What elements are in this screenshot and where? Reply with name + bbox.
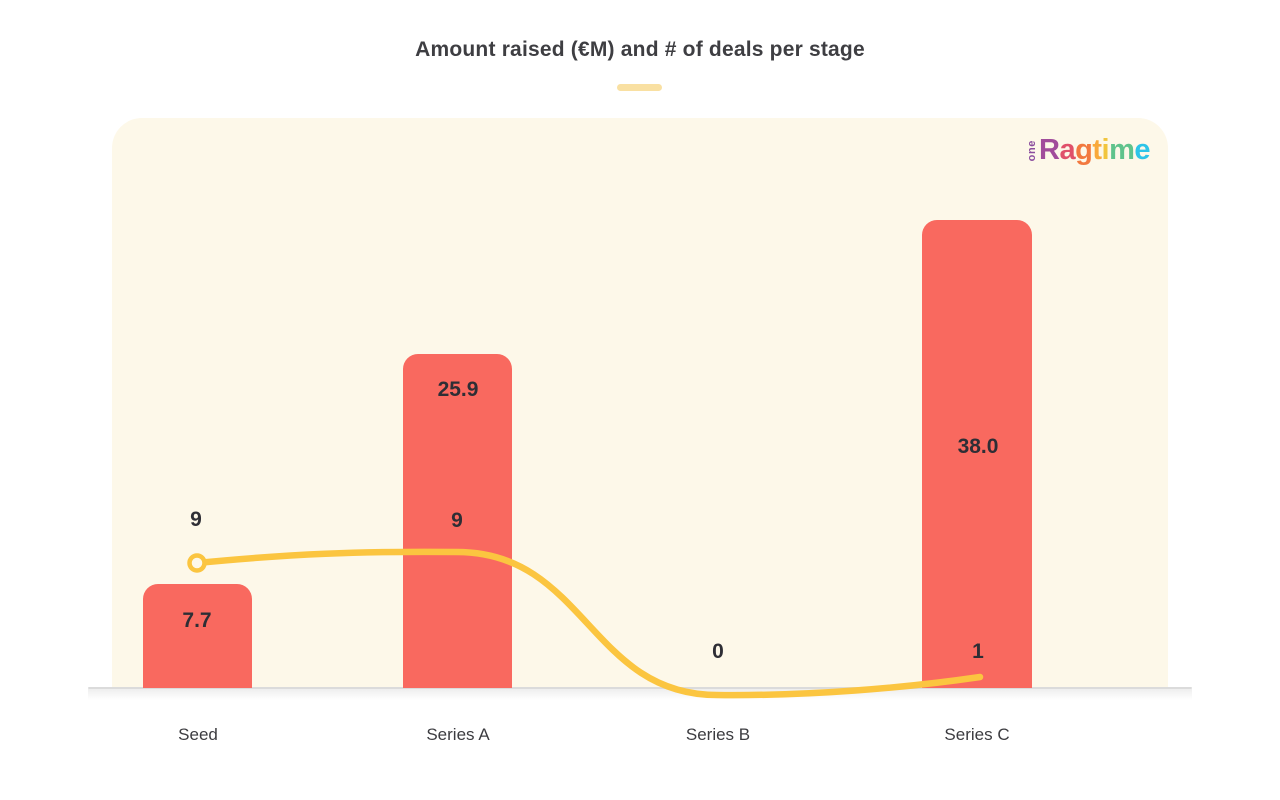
deals-line-marker-seed[interactable] xyxy=(187,553,207,573)
chart-title: Amount raised (€M) and # of deals per st… xyxy=(415,38,865,61)
x-axis-label-series-b: Series B xyxy=(685,725,751,744)
x-axis-label-seed: Seed xyxy=(178,725,218,744)
logo-letter: m xyxy=(1109,134,1135,166)
bar-value-label-series-a: 25.9 xyxy=(437,378,479,401)
bar-value-label-seed: 7.7 xyxy=(182,609,212,632)
bar-value-label-series-c: 38.0 xyxy=(957,435,999,458)
deals-line[interactable] xyxy=(193,548,984,699)
logo-letter: a xyxy=(1059,134,1076,166)
deals-value-label-seed: 9 xyxy=(190,508,202,531)
bar-seed[interactable] xyxy=(143,584,252,688)
x-axis-label-series-c: Series C xyxy=(944,725,1010,744)
x-axis-label-series-a: Series A xyxy=(426,725,490,744)
title-underline-dash xyxy=(617,84,662,91)
oneragtime-logo: one R a g t i m e xyxy=(1026,136,1150,165)
logo-letter: t xyxy=(1092,134,1102,166)
logo-letter: R xyxy=(1039,134,1060,166)
deals-value-label-series-b: 0 xyxy=(712,640,724,663)
x-axis-shadow xyxy=(88,689,1192,700)
x-axis-baseline xyxy=(88,687,1192,689)
deals-value-label-series-c: 1 xyxy=(972,640,984,663)
logo-letter: e xyxy=(1134,134,1150,166)
logo-letter: i xyxy=(1101,134,1110,166)
logo-letter: g xyxy=(1075,134,1093,166)
bar-series-a[interactable] xyxy=(403,354,512,688)
logo-wordmark: R a g t i m e xyxy=(1039,136,1150,165)
deals-value-label-series-a: 9 xyxy=(451,509,463,532)
bar-series-c[interactable] xyxy=(922,220,1032,688)
